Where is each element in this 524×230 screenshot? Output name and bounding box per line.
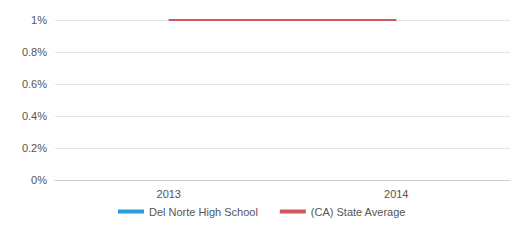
- svg-text:2014: 2014: [384, 188, 408, 200]
- svg-text:2013: 2013: [157, 188, 181, 200]
- svg-text:0.6%: 0.6%: [22, 78, 47, 90]
- svg-text:Del Norte High School: Del Norte High School: [149, 206, 258, 218]
- svg-text:0.4%: 0.4%: [22, 110, 47, 122]
- svg-text:(CA) State Average: (CA) State Average: [311, 206, 406, 218]
- svg-text:0.8%: 0.8%: [22, 46, 47, 58]
- svg-text:1%: 1%: [31, 14, 47, 26]
- svg-text:0%: 0%: [31, 174, 47, 186]
- svg-text:0.2%: 0.2%: [22, 142, 47, 154]
